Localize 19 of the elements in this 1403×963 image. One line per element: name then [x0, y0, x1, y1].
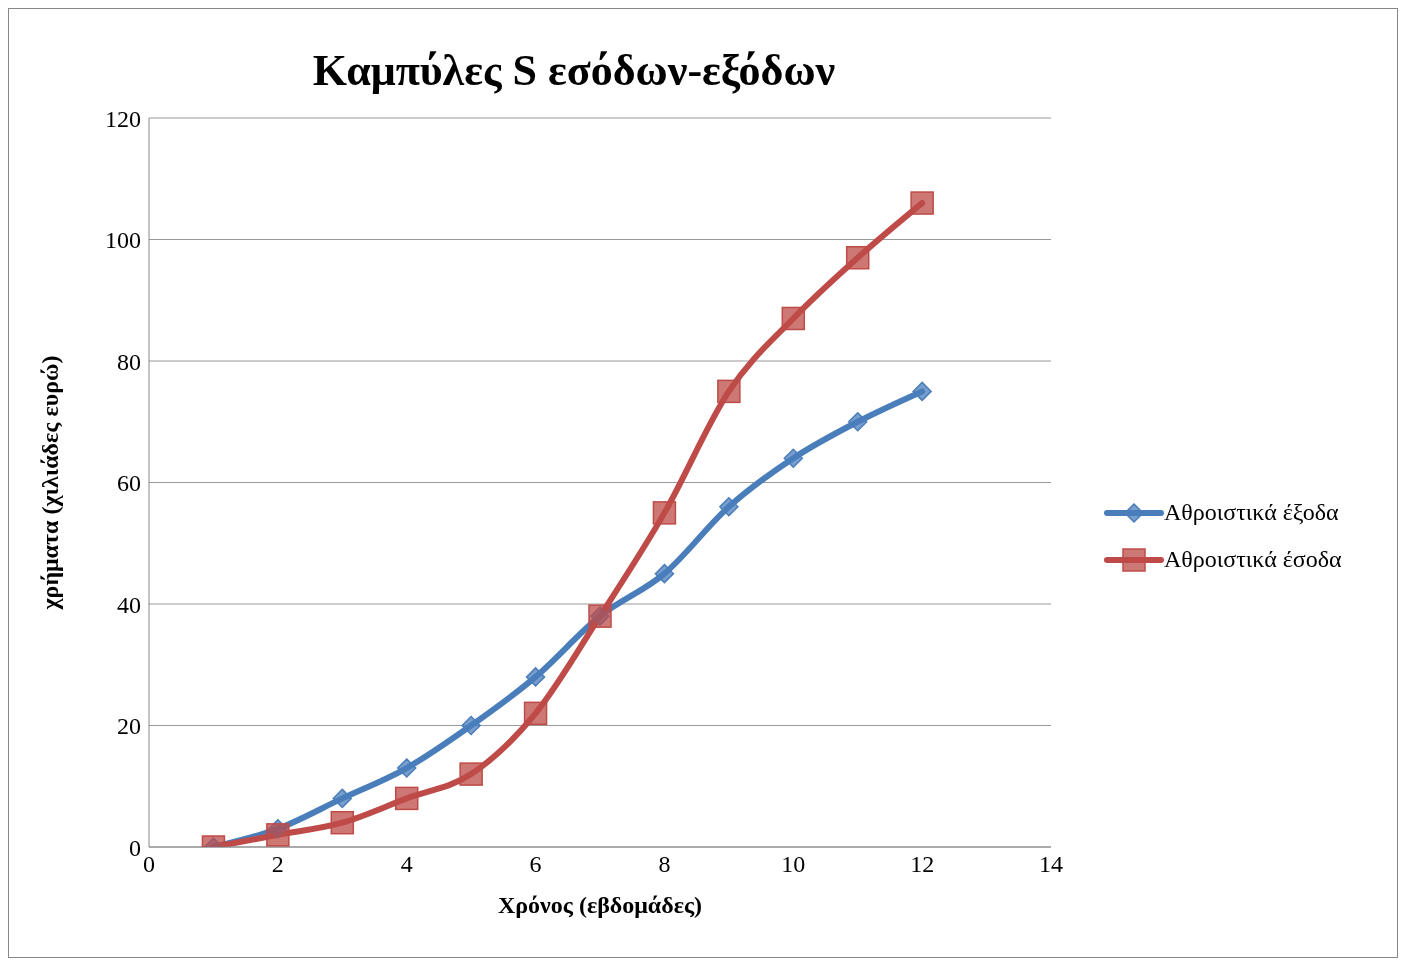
y-tick-label: 0 — [129, 834, 141, 861]
y-tick-label: 120 — [105, 105, 141, 132]
x-tick-label: 4 — [400, 851, 413, 878]
x-tick-label: 12 — [910, 851, 935, 878]
y-tick-label: 40 — [117, 591, 141, 618]
y-tick-label: 20 — [117, 713, 141, 740]
x-tick-label: 8 — [658, 851, 671, 878]
y-axis-title: χρήματα (χιλιάδες ευρώ) — [36, 355, 63, 611]
x-tick-label: 6 — [529, 851, 542, 878]
y-tick-label: 80 — [117, 348, 141, 375]
legend-label: Αθροιστικά έξοδα — [1164, 499, 1339, 526]
x-tick-label: 10 — [781, 851, 806, 878]
legend-label: Αθροιστικά έσοδα — [1164, 546, 1342, 573]
x-tick-label: 2 — [271, 851, 284, 878]
y-tick-label: 60 — [117, 470, 141, 497]
y-tick-label: 100 — [105, 227, 141, 254]
chart-title: Καμπύλες S εσόδων-εξόδων — [311, 45, 837, 96]
x-tick-label: 14 — [1039, 851, 1063, 878]
x-axis-title: Χρόνος (εβδομάδες) — [497, 892, 703, 918]
